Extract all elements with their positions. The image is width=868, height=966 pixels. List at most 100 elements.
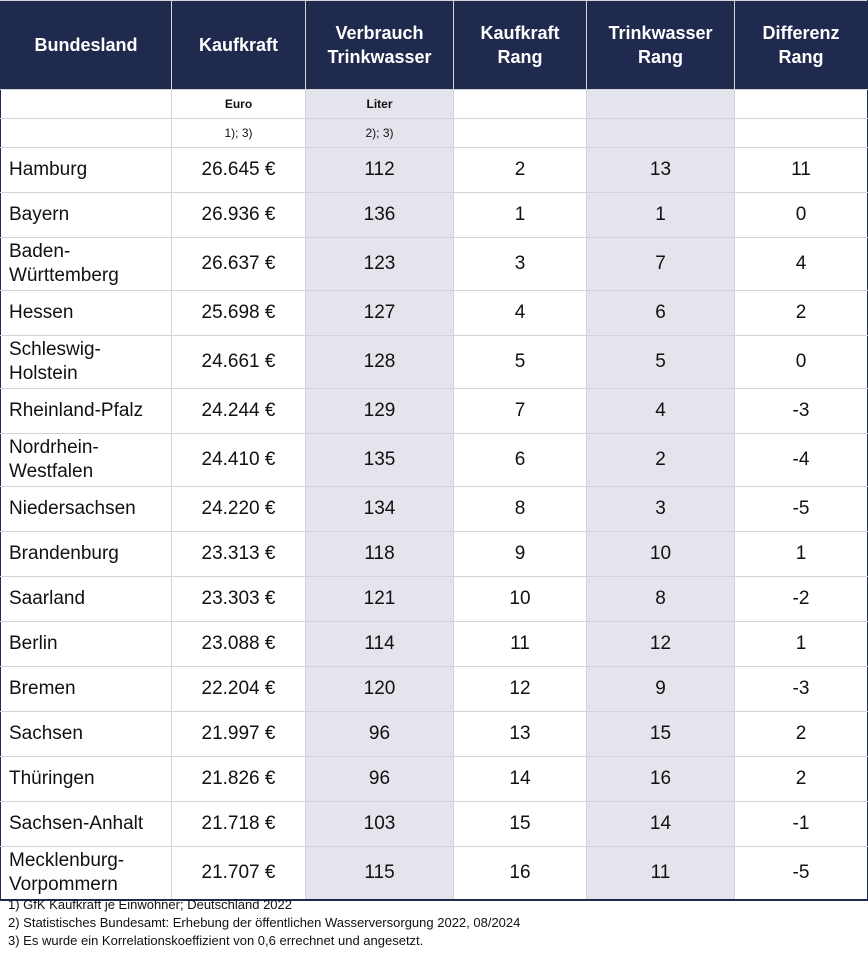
cell-kaufkraft: 26.637 € [171, 237, 306, 291]
cell-differenz-rang: -1 [734, 801, 868, 847]
cell-trinkwasser-rang: 3 [586, 486, 735, 532]
cell-verbrauch: 135 [305, 433, 454, 487]
cell-bundesland: Hamburg [0, 147, 172, 193]
cell-verbrauch: 121 [305, 576, 454, 622]
cell-differenz-rang: 0 [734, 192, 868, 238]
table-row: Hessen 25.698 €127 4 6 2 [0, 290, 868, 336]
cell-kaufkraft: 22.204 € [171, 666, 306, 712]
table-row: Thüringen 21.826 €96 14 16 2 [0, 756, 868, 802]
unit-kaufkraft: Euro [171, 89, 306, 119]
unit-cell-empty [586, 89, 735, 119]
cell-kaufkraft: 26.936 € [171, 192, 306, 238]
cell-differenz-rang: 1 [734, 531, 868, 577]
note-cell-empty [734, 118, 868, 148]
cell-trinkwasser-rang: 10 [586, 531, 735, 577]
cell-kaufkraft-rang: 14 [453, 756, 587, 802]
data-table: Bundesland Kaufkraft Verbrauch Trinkwasse… [0, 0, 868, 901]
cell-bundesland: Sachsen-Anhalt [0, 801, 172, 847]
cell-verbrauch: 134 [305, 486, 454, 532]
cell-verbrauch: 103 [305, 801, 454, 847]
footnotes: 1) GfK Kaufkraft je Einwohner; Deutschla… [8, 896, 520, 950]
cell-differenz-rang: -5 [734, 846, 868, 901]
cell-verbrauch: 115 [305, 846, 454, 901]
cell-verbrauch: 120 [305, 666, 454, 712]
cell-kaufkraft: 23.088 € [171, 621, 306, 667]
cell-kaufkraft: 26.645 € [171, 147, 306, 193]
cell-differenz-rang: 1 [734, 621, 868, 667]
cell-kaufkraft-rang: 16 [453, 846, 587, 901]
cell-kaufkraft: 21.997 € [171, 711, 306, 757]
unit-verbrauch: Liter [305, 89, 454, 119]
cell-bundesland: Thüringen [0, 756, 172, 802]
unit-row: Euro Liter [0, 89, 868, 119]
cell-kaufkraft: 24.220 € [171, 486, 306, 532]
cell-differenz-rang: 2 [734, 711, 868, 757]
cell-kaufkraft-rang: 2 [453, 147, 587, 193]
cell-bundesland: Sachsen [0, 711, 172, 757]
cell-trinkwasser-rang: 8 [586, 576, 735, 622]
cell-bundesland: Nordrhein- Westfalen [0, 433, 172, 487]
note-cell-empty [586, 118, 735, 148]
cell-kaufkraft-rang: 4 [453, 290, 587, 336]
unit-cell-empty [453, 89, 587, 119]
cell-trinkwasser-rang: 2 [586, 433, 735, 487]
cell-bundesland: Rheinland-Pfalz [0, 388, 172, 434]
cell-verbrauch: 129 [305, 388, 454, 434]
note-verbrauch: 2); 3) [305, 118, 454, 148]
cell-kaufkraft-rang: 6 [453, 433, 587, 487]
table-row: Niedersachsen 24.220 €134 8 3 -5 [0, 486, 868, 532]
table-row: Saarland 23.303 €121 10 8 -2 [0, 576, 868, 622]
cell-kaufkraft: 23.313 € [171, 531, 306, 577]
cell-bundesland: Hessen [0, 290, 172, 336]
cell-kaufkraft-rang: 9 [453, 531, 587, 577]
table-row: Nordrhein- Westfalen 24.410 €135 6 2 -4 [0, 433, 868, 487]
note-kaufkraft: 1); 3) [171, 118, 306, 148]
cell-trinkwasser-rang: 5 [586, 335, 735, 389]
cell-trinkwasser-rang: 16 [586, 756, 735, 802]
table-row: Brandenburg 23.313 €118 9 10 1 [0, 531, 868, 577]
cell-kaufkraft: 24.410 € [171, 433, 306, 487]
cell-trinkwasser-rang: 13 [586, 147, 735, 193]
footnote-1: 1) GfK Kaufkraft je Einwohner; Deutschla… [8, 897, 292, 912]
cell-differenz-rang: 2 [734, 290, 868, 336]
cell-differenz-rang: -5 [734, 486, 868, 532]
cell-verbrauch: 128 [305, 335, 454, 389]
cell-trinkwasser-rang: 15 [586, 711, 735, 757]
header-differenz-rang: Differenz Rang [734, 0, 868, 90]
cell-trinkwasser-rang: 12 [586, 621, 735, 667]
table-row: Bremen 22.204 €120 12 9 -3 [0, 666, 868, 712]
cell-kaufkraft-rang: 5 [453, 335, 587, 389]
table-row: Sachsen-Anhalt 21.718 €103 15 14 -1 [0, 801, 868, 847]
unit-cell-empty [0, 89, 172, 119]
footnote-ref-row: 1); 3) 2); 3) [0, 118, 868, 148]
cell-bundesland: Schleswig- Holstein [0, 335, 172, 389]
cell-verbrauch: 127 [305, 290, 454, 336]
cell-bundesland: Bayern [0, 192, 172, 238]
cell-verbrauch: 118 [305, 531, 454, 577]
footnote-3: 3) Es wurde ein Korrelationskoeffizient … [8, 933, 424, 948]
cell-trinkwasser-rang: 9 [586, 666, 735, 712]
cell-differenz-rang: -3 [734, 388, 868, 434]
cell-differenz-rang: -2 [734, 576, 868, 622]
cell-kaufkraft: 24.661 € [171, 335, 306, 389]
cell-trinkwasser-rang: 7 [586, 237, 735, 291]
cell-kaufkraft: 23.303 € [171, 576, 306, 622]
cell-bundesland: Brandenburg [0, 531, 172, 577]
cell-kaufkraft-rang: 3 [453, 237, 587, 291]
table-row: Rheinland-Pfalz 24.244 €129 7 4 -3 [0, 388, 868, 434]
cell-trinkwasser-rang: 14 [586, 801, 735, 847]
cell-bundesland: Mecklenburg- Vorpommern [0, 846, 172, 901]
cell-verbrauch: 96 [305, 756, 454, 802]
table-row: Bayern 26.936 €136 1 1 0 [0, 192, 868, 238]
note-cell-empty [453, 118, 587, 148]
cell-differenz-rang: 4 [734, 237, 868, 291]
header-bundesland: Bundesland [0, 0, 172, 90]
cell-kaufkraft-rang: 15 [453, 801, 587, 847]
cell-differenz-rang: 0 [734, 335, 868, 389]
cell-verbrauch: 136 [305, 192, 454, 238]
cell-kaufkraft: 21.718 € [171, 801, 306, 847]
cell-verbrauch: 96 [305, 711, 454, 757]
cell-verbrauch: 123 [305, 237, 454, 291]
table-row: Baden- Württemberg 26.637 €123 3 7 4 [0, 237, 868, 291]
table-row: Hamburg 26.645 €112 2 13 11 [0, 147, 868, 193]
